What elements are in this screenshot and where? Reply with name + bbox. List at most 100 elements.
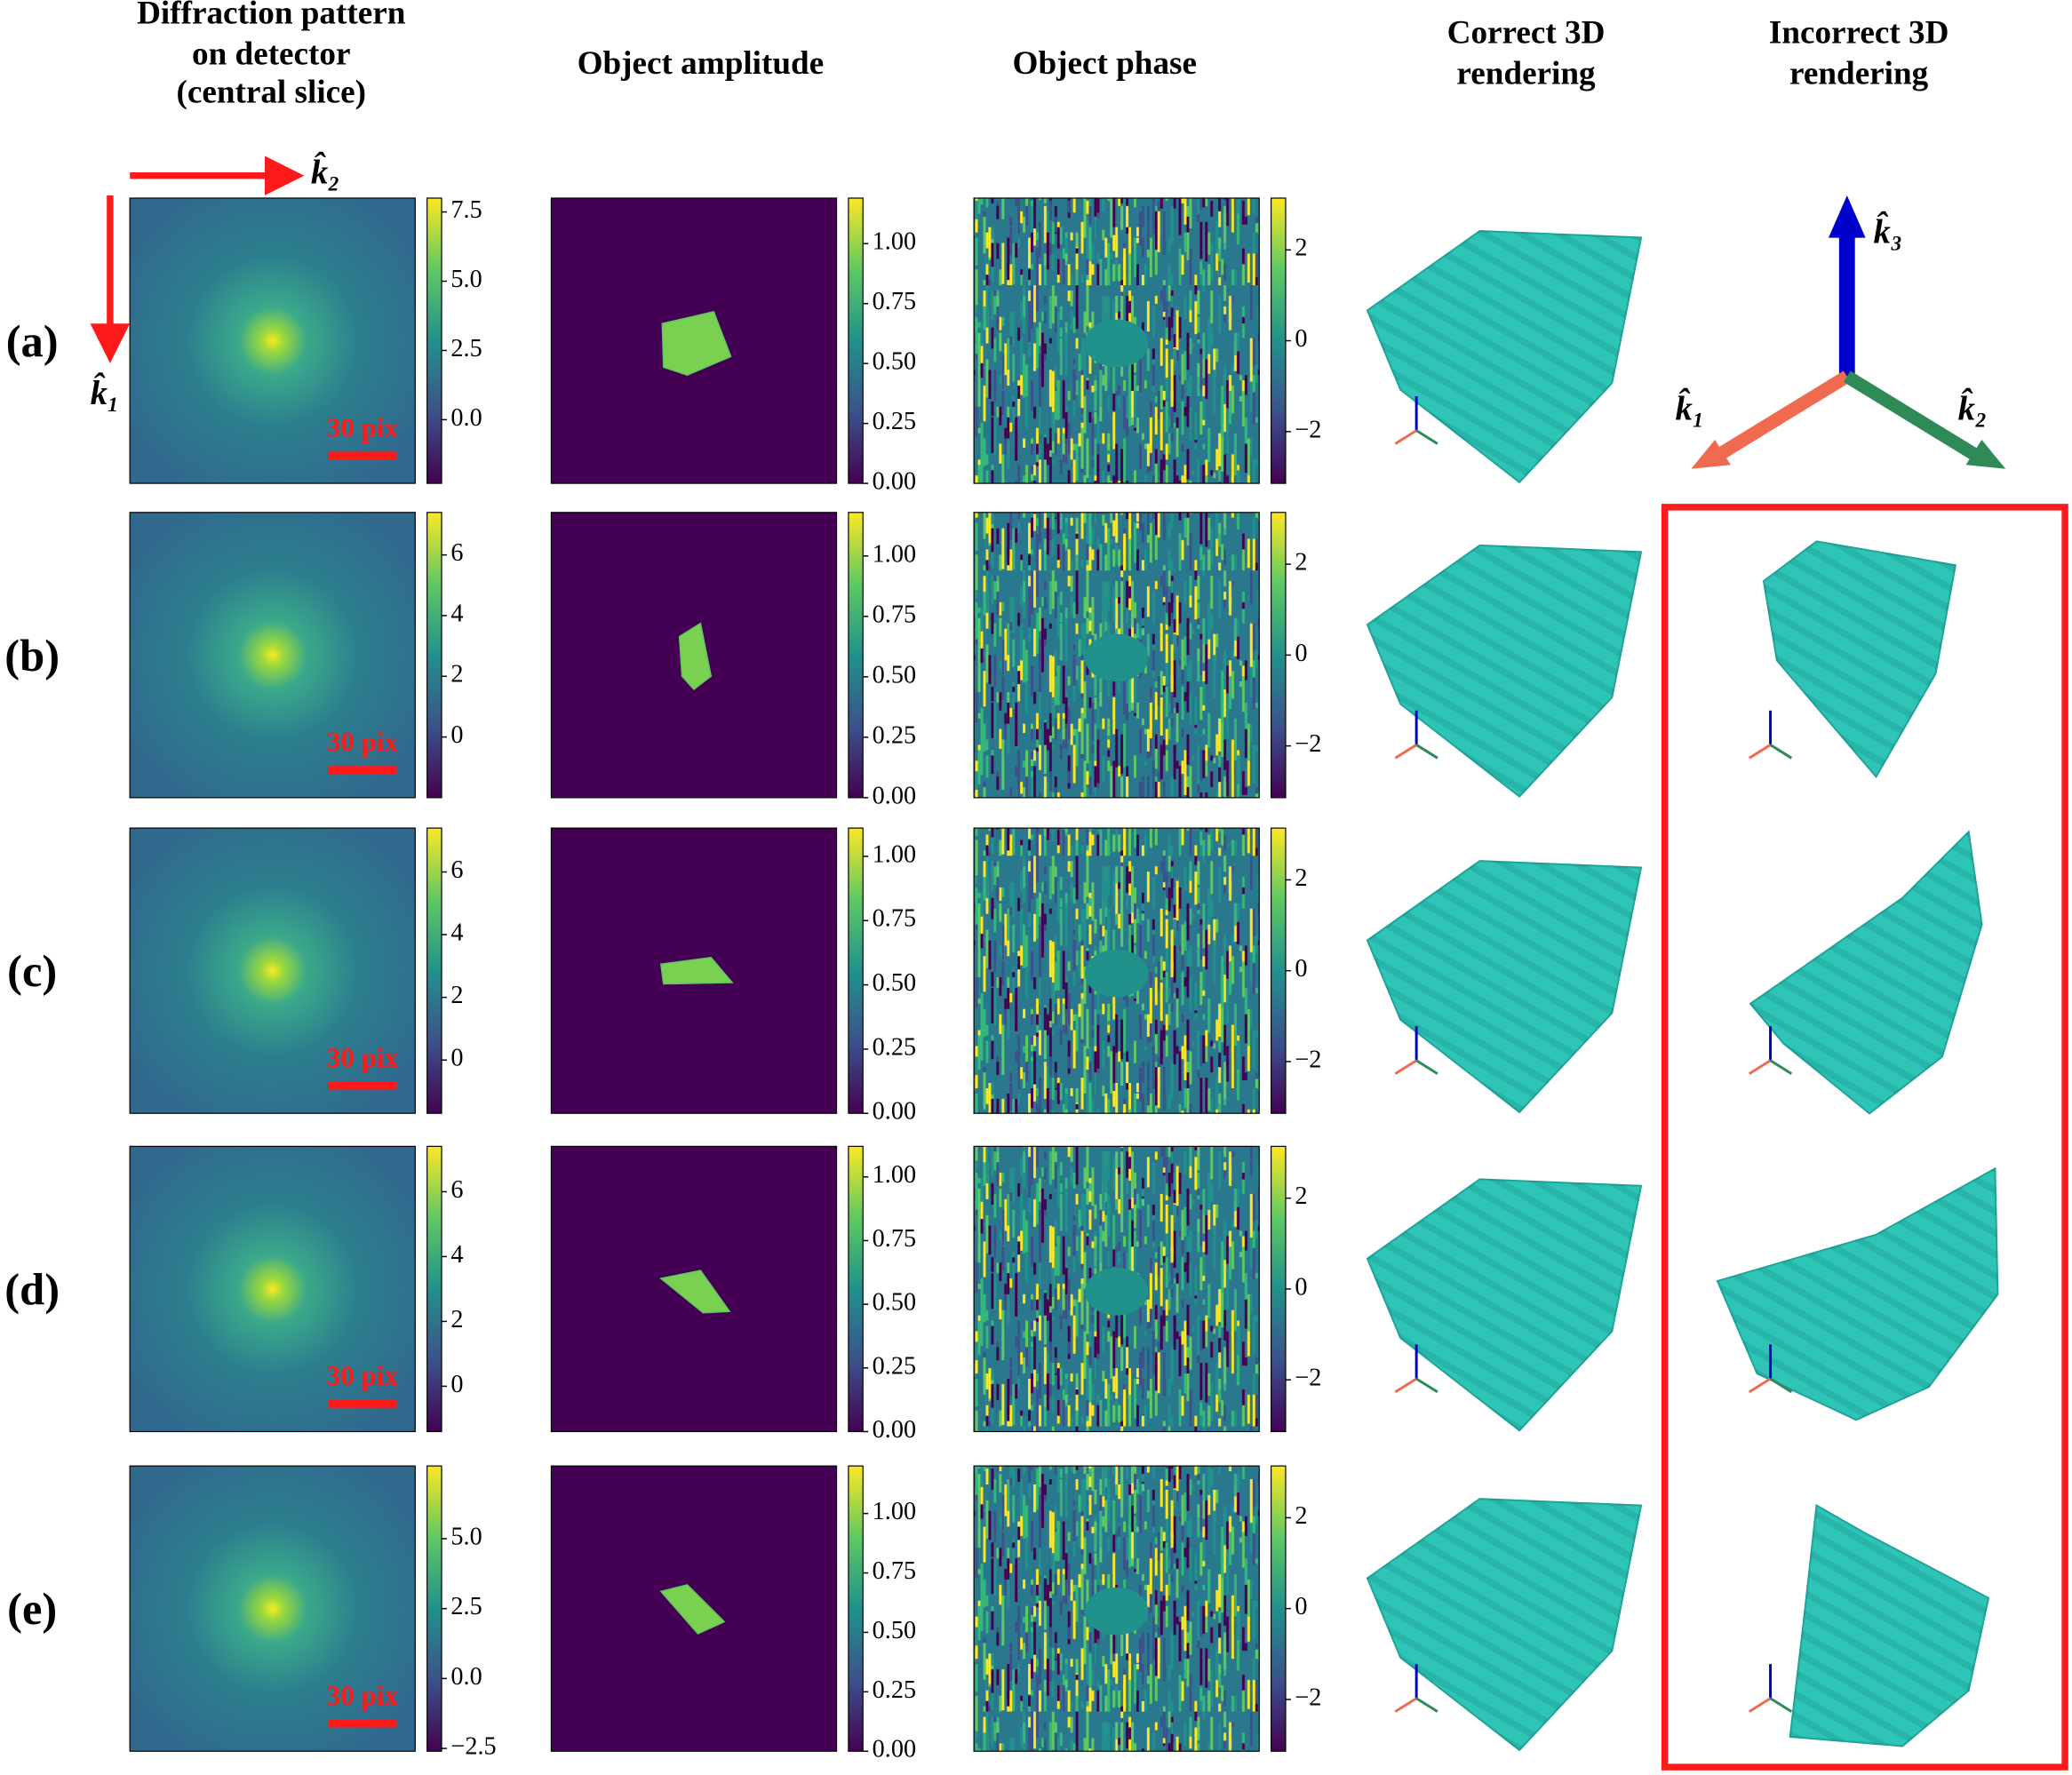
colorbar-tick-label: 0 — [1295, 1593, 1307, 1620]
colorbar-tick-label: 0 — [450, 1045, 463, 1072]
colorbar-tick-label: 0.75 — [873, 288, 916, 315]
highlight-box — [1661, 504, 2068, 1771]
column-header: rendering — [1789, 56, 1929, 92]
colorbar — [426, 197, 442, 484]
colorbar-tick-label: 0.00 — [873, 782, 916, 809]
colorbar-tick-label: 2 — [1295, 1182, 1307, 1210]
mini-triad — [1748, 1026, 1793, 1075]
colorbar-tick-label: 2 — [450, 1306, 463, 1333]
colorbar-tick-label: 0.50 — [873, 661, 916, 689]
colorbar-tick-label: 6 — [450, 1176, 463, 1204]
incorrect-rendering-texture — [1789, 1505, 1988, 1747]
amplitude-object — [659, 1584, 726, 1635]
scale-bar-label: 30 pix — [327, 412, 399, 443]
mini-axis — [1769, 1377, 1793, 1394]
axis-triad: k̂₃ k̂₁ k̂₂ — [1676, 195, 2006, 469]
colorbar-tick-label: 0.25 — [873, 408, 916, 435]
diffraction-image — [129, 1145, 416, 1433]
colorbar-tick-label: 0.00 — [873, 468, 916, 496]
colorbar — [848, 512, 864, 799]
colorbar-tick-label: 2 — [1295, 235, 1307, 262]
column-header: rendering — [1456, 56, 1596, 92]
mini-triad — [1394, 1344, 1438, 1394]
colorbar-tick-label: 0.25 — [873, 1352, 916, 1380]
colorbar-tick-label: 0.00 — [873, 1736, 916, 1763]
colorbar-tick-label: 2.5 — [450, 335, 482, 362]
diffraction-image — [129, 512, 416, 799]
mini-triad — [1748, 1344, 1793, 1394]
incorrect-rendering-texture — [1717, 1168, 1998, 1421]
colorbar-tick-label: 0 — [1295, 640, 1307, 667]
incorrect-rendering-texture — [1764, 541, 1956, 777]
mini-axis — [1415, 744, 1438, 760]
mini-axis — [1748, 1697, 1772, 1713]
top-arrows: k̂₂ k̂₁ — [90, 153, 340, 412]
mini-axis — [1394, 1697, 1417, 1713]
colorbar-tick-label: 2 — [1295, 1502, 1307, 1530]
row-label: (b) — [4, 631, 60, 681]
colorbar-tick-label: 4 — [450, 600, 463, 627]
axis-label-k2: k̂₂ — [311, 153, 340, 192]
diffraction-image — [129, 197, 416, 484]
column-header: (central slice) — [176, 75, 366, 111]
colorbar-tick-label: 0.0 — [450, 404, 482, 432]
incorrect-rendering-texture — [1750, 832, 1982, 1114]
diffraction-image — [129, 1465, 416, 1752]
amplitude-object — [661, 310, 732, 376]
amplitude-image — [550, 827, 838, 1114]
colorbar-tick-label: −2 — [1295, 1365, 1321, 1392]
colorbar-tick-label: 7.5 — [450, 196, 482, 224]
mini-axis — [1415, 1059, 1438, 1075]
phase-object — [1085, 1587, 1149, 1636]
colorbar-tick-label: 0.00 — [873, 1416, 916, 1444]
axis-label-k2: k̂₂ — [1958, 389, 1988, 428]
colorbar-tick-label: 0.25 — [873, 1033, 916, 1061]
scale-bar-label: 30 pix — [327, 1042, 399, 1073]
colorbar-tick-label: 0.00 — [873, 1098, 916, 1126]
colorbar-tick-label: 0 — [450, 721, 463, 749]
colorbar-tick-label: 6 — [450, 856, 463, 884]
amplitude-object — [678, 622, 713, 691]
colorbar-tick-label: −2 — [1295, 1046, 1321, 1073]
colorbar — [1271, 1465, 1287, 1752]
colorbar-tick-label: 1.00 — [873, 1161, 916, 1189]
colorbar-tick-label: 0.75 — [873, 905, 916, 933]
mini-axis — [1748, 744, 1772, 760]
column-header: Incorrect 3D — [1769, 15, 1949, 52]
column-header: Correct 3D — [1447, 15, 1606, 52]
scale-bar-label: 30 pix — [327, 1680, 399, 1711]
colorbar — [1271, 512, 1287, 799]
colorbar — [848, 1465, 864, 1752]
colorbar-tick-label: −2 — [1295, 730, 1321, 758]
mini-axis — [1769, 744, 1793, 760]
diffraction-image — [129, 827, 416, 1114]
colorbar-tick-label: 0.75 — [873, 1225, 916, 1253]
colorbar-tick-label: 0.50 — [873, 348, 916, 376]
colorbar — [426, 1465, 442, 1752]
mini-axis — [1415, 1697, 1438, 1713]
row-label: (c) — [7, 946, 57, 996]
colorbar — [1271, 827, 1287, 1114]
mini-axis — [1748, 1059, 1772, 1075]
axis-label-k1: k̂₁ — [91, 373, 120, 412]
colorbar-tick-label: 0.50 — [873, 1289, 916, 1317]
phase-object — [1085, 633, 1149, 682]
mini-axis — [1394, 429, 1417, 445]
colorbar — [426, 1145, 442, 1433]
mini-axis — [1415, 1377, 1438, 1394]
colorbar-tick-label: 0.0 — [450, 1663, 482, 1691]
mini-triad — [1394, 1664, 1438, 1713]
mini-axis — [1394, 1377, 1417, 1394]
mini-axis — [1394, 744, 1417, 760]
colorbar-tick-label: 1.00 — [873, 540, 916, 568]
colorbar-tick-label: −2 — [1295, 1683, 1321, 1711]
colorbar-tick-label: 5.0 — [450, 266, 482, 293]
amplitude-object — [659, 957, 734, 985]
colorbar-tick-label: 0.75 — [873, 601, 916, 628]
colorbar-tick-label: −2.5 — [450, 1733, 496, 1761]
colorbar-tick-label: 4 — [450, 919, 463, 947]
colorbar — [426, 827, 442, 1114]
colorbar-tick-label: 2 — [1295, 549, 1307, 577]
column-header: Diffraction pattern — [137, 0, 406, 31]
row-label: (e) — [7, 1584, 57, 1634]
